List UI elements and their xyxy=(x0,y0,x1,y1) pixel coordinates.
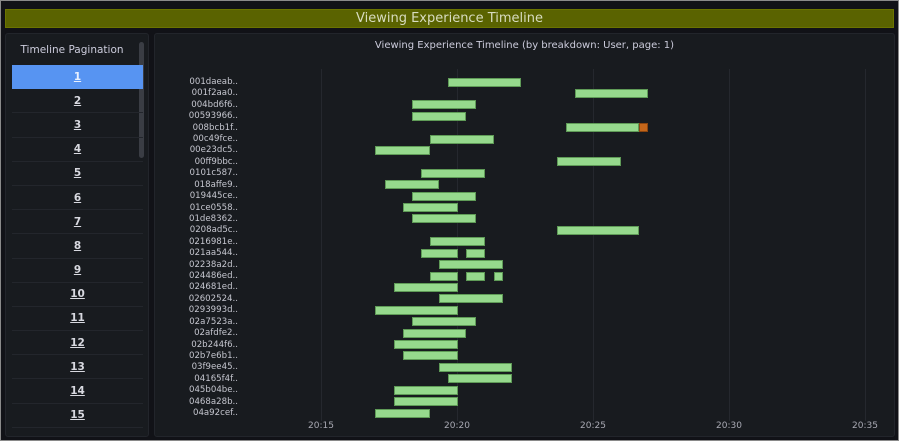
timeline-segment-ok[interactable] xyxy=(421,168,485,178)
page-link-9[interactable]: 9 xyxy=(12,259,143,283)
row-label: 001daeab.. xyxy=(189,77,238,87)
x-axis-tick-label: 20:35 xyxy=(852,421,878,431)
row-label: 01de8362.. xyxy=(188,213,238,224)
row-label: 0101c587.. xyxy=(189,168,238,179)
row-label: 019445ce.. xyxy=(189,191,238,202)
row-label: 021aa544.. xyxy=(189,248,238,259)
row-label: 00e23dc5.. xyxy=(189,145,238,156)
row-label: 0208ad5c.. xyxy=(189,225,238,236)
timeline-plot-area[interactable]: 20:15 20:20 20:25 20:30 20:35 001daeab.. 001f2… xyxy=(155,34,896,438)
page-link-11[interactable]: 11 xyxy=(12,307,143,332)
gridline xyxy=(865,69,866,421)
page-link-14[interactable]: 14 xyxy=(12,379,143,404)
page-link-13[interactable]: 13 xyxy=(12,355,143,380)
timeline-segment-ok[interactable] xyxy=(430,271,458,281)
gridline xyxy=(593,69,594,421)
timeline-segment-ok[interactable] xyxy=(557,157,621,167)
page-link-7[interactable]: 7 xyxy=(12,210,143,235)
timeline-segment-ok[interactable] xyxy=(494,271,503,281)
row-label: 045b04be.. xyxy=(189,385,238,396)
row-label: 02a7523a.. xyxy=(189,316,238,327)
timeline-chart-panel: Viewing Experience Timeline (by breakdow… xyxy=(154,33,895,437)
page-link-5[interactable]: 5 xyxy=(12,162,143,186)
timeline-segment-error[interactable] xyxy=(639,123,648,133)
timeline-segment-ok[interactable] xyxy=(430,134,494,144)
timeline-segment-ok[interactable] xyxy=(412,214,476,224)
dashboard-title-bar: Viewing Experience Timeline xyxy=(5,9,894,28)
row-label: 0216981e.. xyxy=(188,236,238,247)
chart-title: Viewing Experience Timeline (by breakdow… xyxy=(374,40,675,51)
timeline-segment-ok[interactable] xyxy=(394,385,458,395)
gridline xyxy=(321,69,322,421)
timeline-segment-ok[interactable] xyxy=(385,180,439,190)
pagination-scrollbar[interactable] xyxy=(139,42,144,158)
row-label: 024486ed.. xyxy=(188,271,238,282)
timeline-segment-ok[interactable] xyxy=(466,271,485,281)
timeline-segment-ok[interactable] xyxy=(403,203,458,213)
page-list: 1 2 3 4 5 6 7 8 9 10 11 12 13 14 15 xyxy=(12,65,143,428)
gridline xyxy=(729,69,730,421)
row-label: 02b244f6.. xyxy=(191,339,238,350)
timeline-segment-ok[interactable] xyxy=(439,260,503,270)
timeline-segment-ok[interactable] xyxy=(575,88,648,98)
row-label: 02afdfe2.. xyxy=(194,328,238,339)
timeline-segment-ok[interactable] xyxy=(412,111,466,121)
page-link-12[interactable]: 12 xyxy=(12,331,143,356)
x-axis-tick-label: 20:15 xyxy=(308,421,334,431)
timeline-segment-ok[interactable] xyxy=(448,374,512,384)
row-label: 001f2aa0.. xyxy=(191,88,238,99)
row-label: 018affe9.. xyxy=(194,179,238,190)
x-axis-tick-label: 20:25 xyxy=(580,421,606,431)
row-label: 008bcb1f.. xyxy=(192,122,238,133)
page-link-4[interactable]: 4 xyxy=(12,138,143,162)
row-label: 00ff9bbc.. xyxy=(194,156,238,167)
pagination-title: Timeline Pagination xyxy=(20,44,124,56)
page-link-1[interactable]: 1 xyxy=(12,65,143,90)
row-label: 04165f4f.. xyxy=(194,373,238,384)
page-link-6[interactable]: 6 xyxy=(12,186,143,211)
timeline-segment-ok[interactable] xyxy=(375,305,458,315)
x-axis-tick-label: 20:20 xyxy=(444,421,470,431)
row-label: 024681ed.. xyxy=(188,282,238,293)
row-label: 0468a28b.. xyxy=(189,396,238,407)
timeline-segment-ok[interactable] xyxy=(439,294,503,304)
timeline-segment-ok[interactable] xyxy=(403,328,466,338)
x-axis-tick-label: 20:30 xyxy=(716,421,742,431)
timeline-segment-ok[interactable] xyxy=(557,225,639,235)
timeline-segment-ok[interactable] xyxy=(394,397,458,407)
row-label: 00593966.. xyxy=(188,111,238,122)
timeline-pagination-panel: Timeline Pagination 1 2 3 4 5 6 7 8 9 10 11 12 13 14 1… xyxy=(5,33,149,437)
timeline-segment-ok[interactable] xyxy=(421,248,458,258)
timeline-segment-ok[interactable] xyxy=(394,340,458,350)
row-label: 0293993d.. xyxy=(188,305,238,316)
timeline-segment-ok[interactable] xyxy=(375,145,430,155)
row-label: 03f9ee45.. xyxy=(191,362,238,373)
row-label: 004bd6f6.. xyxy=(191,99,238,110)
timeline-segment-ok[interactable] xyxy=(448,77,521,87)
row-label: 04a92cef.. xyxy=(192,408,238,418)
page-link-10[interactable]: 10 xyxy=(12,283,143,307)
timeline-segment-ok[interactable] xyxy=(466,248,485,258)
timeline-segment-ok[interactable] xyxy=(566,123,639,133)
timeline-segment-ok[interactable] xyxy=(394,282,458,292)
timeline-segment-ok[interactable] xyxy=(412,191,476,201)
row-label: 02b7e6b1.. xyxy=(189,350,238,361)
row-label: 01ce0558.. xyxy=(189,202,238,213)
page-link-15[interactable]: 15 xyxy=(12,404,143,428)
page-link-8[interactable]: 8 xyxy=(12,234,143,259)
row-label: 00c49fce.. xyxy=(192,134,238,145)
timeline-segment-ok[interactable] xyxy=(412,100,476,110)
timeline-segment-ok[interactable] xyxy=(439,362,512,372)
page-link-3[interactable]: 3 xyxy=(12,113,143,138)
timeline-segment-ok[interactable] xyxy=(375,408,430,418)
timeline-segment-ok[interactable] xyxy=(412,317,476,327)
timeline-segment-ok[interactable] xyxy=(430,237,485,247)
row-label: 02238a2d.. xyxy=(189,259,238,270)
page-link-2[interactable]: 2 xyxy=(12,89,143,114)
timeline-segment-ok[interactable] xyxy=(403,351,458,361)
row-label: 02602524.. xyxy=(188,293,238,304)
